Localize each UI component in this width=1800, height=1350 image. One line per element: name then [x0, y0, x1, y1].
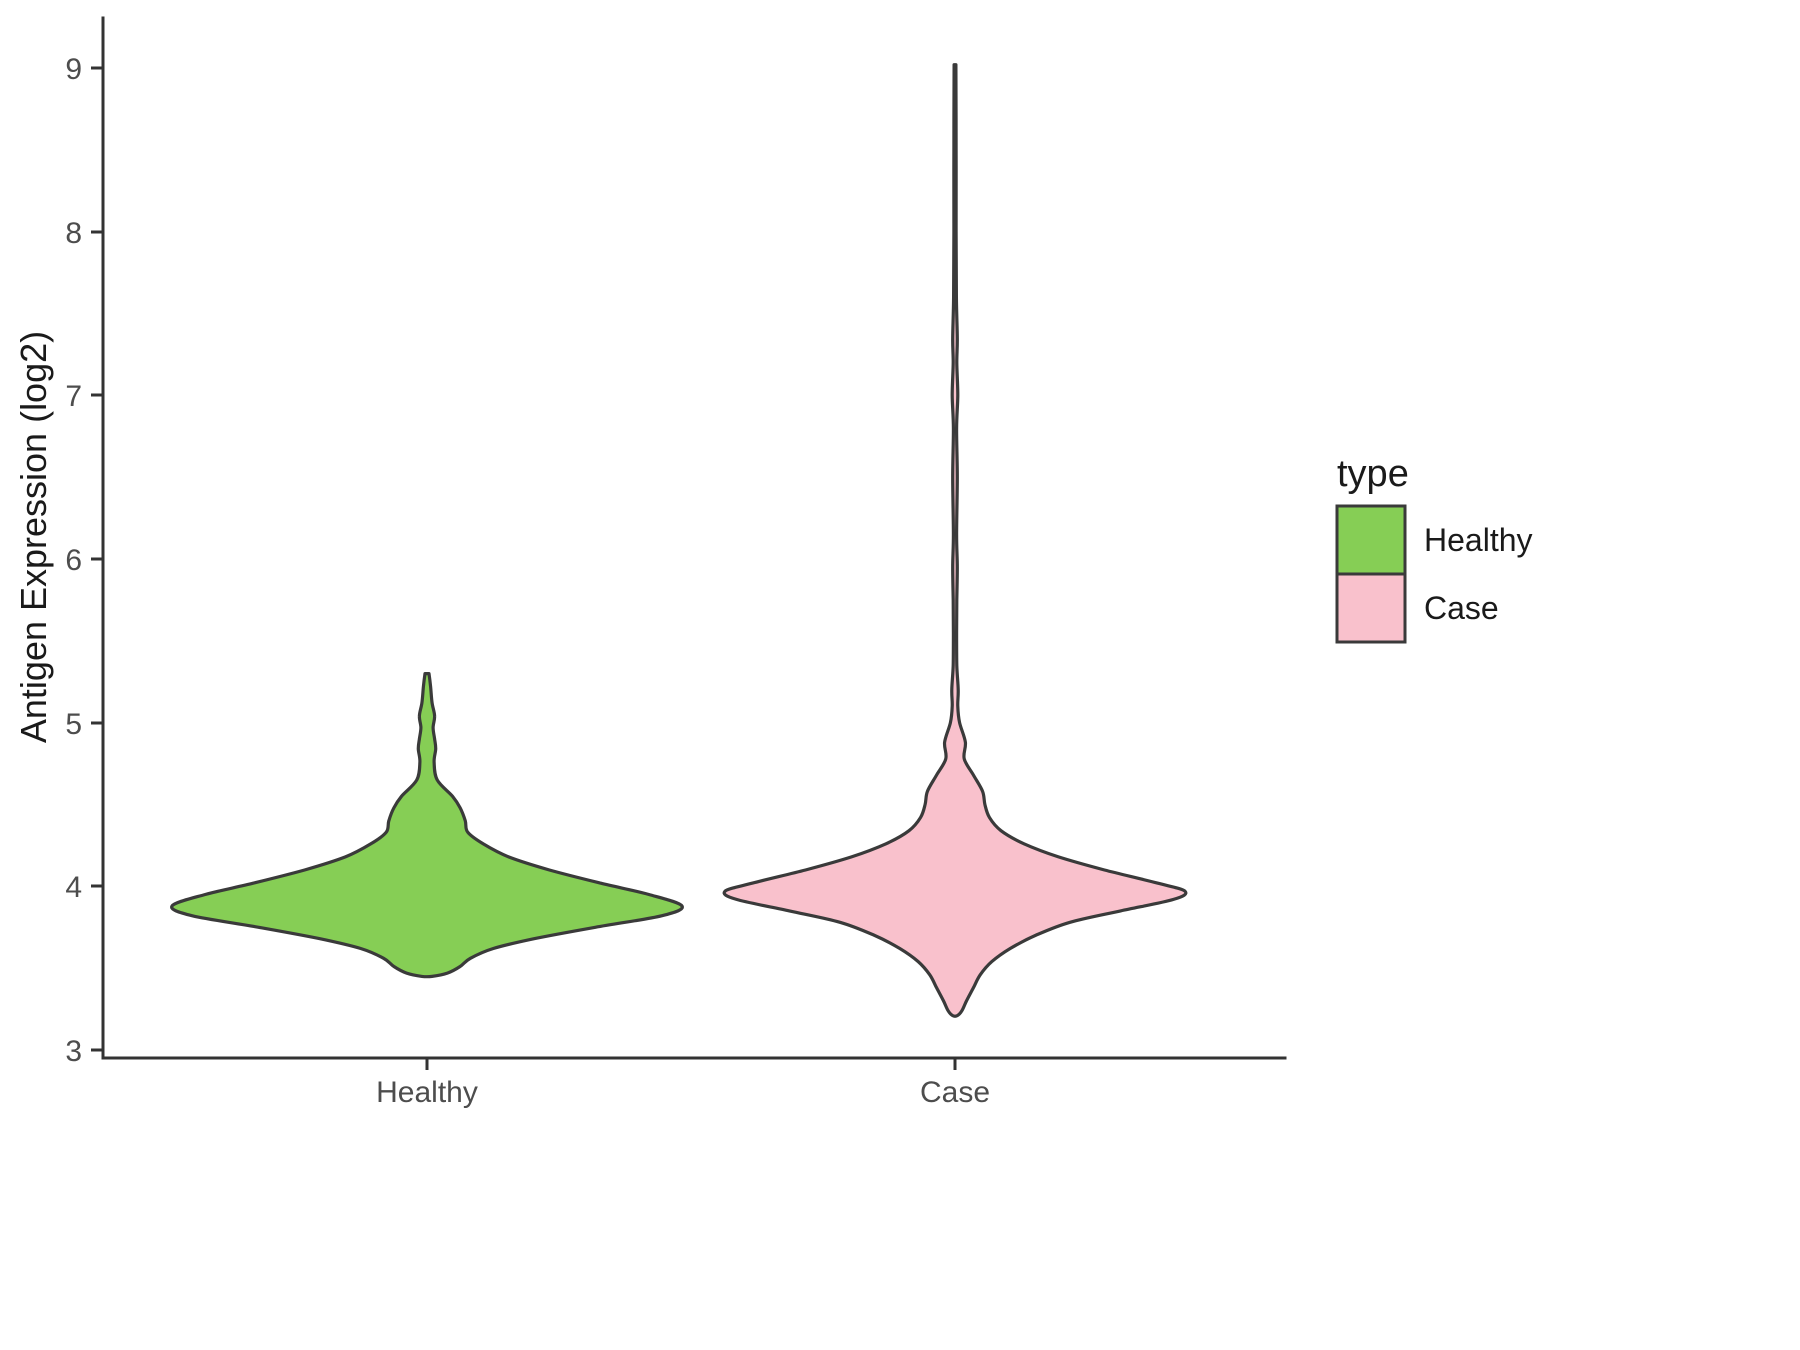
x-tick-label-case: Case: [920, 1076, 990, 1109]
y-tick-label: 5: [65, 708, 82, 741]
legend-key-healthy: [1335, 504, 1407, 576]
x-tick-label-healthy: Healthy: [376, 1076, 478, 1109]
legend-title: type: [1337, 453, 1409, 495]
x-axis-ticks: Healthy Case: [376, 1058, 990, 1109]
legend-key-case: [1335, 572, 1407, 644]
y-tick-label: 8: [65, 217, 82, 250]
legend-label-healthy: Healthy: [1424, 522, 1533, 558]
legend-label-case: Case: [1424, 590, 1499, 626]
violin-case: [722, 63, 1188, 1018]
y-axis-ticks: 9 8 7 6 5 4 3: [65, 53, 103, 1068]
y-tick-label: 9: [65, 53, 82, 86]
y-tick-label: 4: [65, 871, 82, 904]
y-axis-title: Antigen Expression (log2): [13, 331, 54, 743]
y-tick-label: 7: [65, 380, 82, 413]
violin-layer: [170, 63, 1188, 1018]
legend: type Healthy Case: [1335, 453, 1533, 644]
y-tick-label: 3: [65, 1035, 82, 1068]
y-tick-label: 6: [65, 544, 82, 577]
violin-healthy: [170, 672, 684, 979]
